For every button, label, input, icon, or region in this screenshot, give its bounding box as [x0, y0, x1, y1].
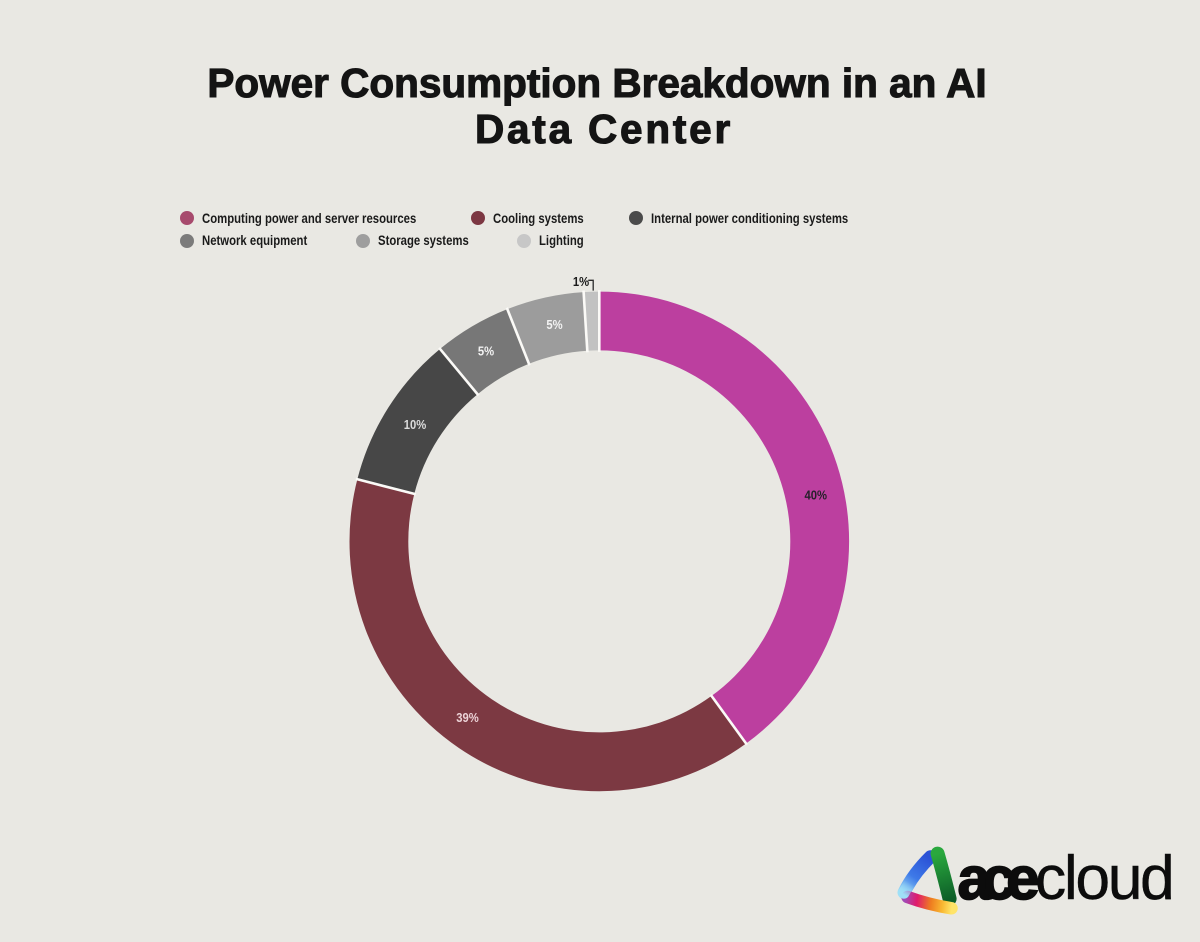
svg-text:39%: 39%	[456, 710, 479, 725]
svg-text:5%: 5%	[546, 318, 563, 333]
svg-text:10%: 10%	[404, 418, 427, 433]
svg-text:5%: 5%	[478, 344, 495, 359]
svg-text:1%: 1%	[573, 274, 590, 289]
svg-text:40%: 40%	[805, 488, 828, 503]
